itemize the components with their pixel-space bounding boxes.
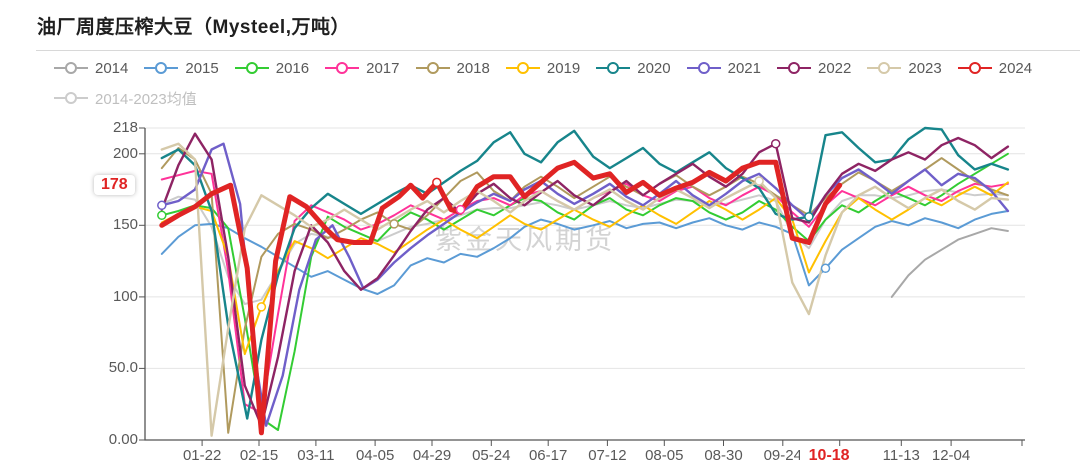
data-point-marker: [389, 219, 399, 229]
legend-circle-icon: [245, 62, 258, 74]
data-point-marker: [256, 302, 267, 312]
data-point-marker: [770, 138, 781, 149]
y-axis-label-100: 100: [112, 287, 138, 305]
legend-line-circle-icon: [144, 62, 179, 74]
data-point-marker: [820, 263, 831, 274]
legend-item-2016[interactable]: 2016: [234, 59, 310, 77]
series-line-2016[interactable]: [160, 152, 1009, 431]
legend-item-2023[interactable]: 2023: [867, 59, 942, 77]
x-axis-label-07-12: 07-12: [588, 447, 627, 464]
legend-item-2015[interactable]: 2015: [144, 59, 219, 77]
y-axis-label-150: 150: [112, 216, 138, 234]
legend-line-circle-icon: [54, 92, 88, 104]
y-axis-label-50.0: 50.0: [108, 359, 138, 377]
series-line-2014-2023均值[interactable]: [160, 188, 1009, 305]
watermark-text: 紫金天风期货: [435, 225, 615, 255]
legend-item-2017[interactable]: 2017: [325, 59, 400, 77]
x-axis-label-04-29: 04-29: [412, 447, 452, 464]
y-axis-label-0.00: 0.00: [108, 431, 138, 448]
series-line-2021[interactable]: [160, 142, 1010, 427]
legend-line-circle-icon: [234, 62, 269, 74]
legend-label: 2019: [546, 59, 581, 77]
x-axis-label-10-18-highlight: 10-18: [799, 447, 859, 465]
legend-label: 2014: [95, 59, 129, 77]
x-axis-label-04-05: 04-05: [355, 447, 395, 464]
legend-line-circle-icon: [777, 62, 811, 74]
legend-circle-icon: [697, 62, 710, 74]
legend-label: 2017: [366, 59, 400, 77]
legend-label: 2021: [727, 59, 761, 77]
legend-line-circle-icon: [957, 62, 992, 74]
legend-label: 2018: [456, 59, 490, 77]
legend-row-1: 2014 2015 2016 2017 2018 2019 2020 2021 2022 2023…: [54, 57, 1032, 79]
legend-circle-icon: [878, 62, 891, 74]
x-axis-label-03-11: 03-11: [297, 447, 335, 464]
x-axis-label-08-30: 08-30: [704, 447, 743, 464]
x-axis-label-08-05: 08-05: [645, 447, 684, 464]
y-axis-label-218: 218: [112, 118, 138, 136]
x-axis-label-11-13: 11-13: [882, 447, 920, 464]
legend-label: 2020: [637, 59, 671, 77]
legend-item-2014-2023均值[interactable]: 2014-2023均值: [54, 88, 197, 109]
y-axis-label-200: 200: [112, 144, 138, 162]
legend-item-2020[interactable]: 2020: [596, 59, 671, 77]
legend-label: 2022: [818, 59, 852, 77]
series-line-2019[interactable]: [160, 181, 1009, 356]
legend-circle-icon: [336, 62, 349, 74]
data-point-marker: [804, 211, 814, 222]
legend-row-2: 2014-2023均值: [54, 87, 197, 109]
legend-item-2022[interactable]: 2022: [777, 60, 851, 77]
y-axis-label-178-highlight: 178: [94, 175, 135, 196]
legend-line-circle-icon: [325, 62, 360, 74]
legend-label: 2016: [275, 59, 310, 77]
series-line-2023[interactable]: [160, 142, 1010, 437]
legend-item-2021[interactable]: 2021: [686, 59, 761, 77]
legend-line-circle-icon: [596, 62, 631, 74]
x-axis-label-06-17: 06-17: [528, 447, 568, 464]
title-divider: [36, 50, 1080, 51]
legend-item-2024[interactable]: 2024: [957, 59, 1033, 77]
legend-item-2014[interactable]: 2014: [54, 60, 128, 77]
legend-line-circle-icon: [686, 62, 721, 74]
series-line-2022[interactable]: [160, 132, 1010, 427]
x-axis-label-05-24: 05-24: [472, 447, 511, 464]
legend-line-circle-icon: [867, 62, 902, 74]
legend-label: 2023: [908, 59, 942, 77]
legend-circle-icon: [155, 62, 168, 74]
data-point-marker: [455, 204, 466, 215]
legend-label: 2015: [185, 59, 219, 77]
x-axis-label-12-04: 12-04: [931, 447, 971, 464]
legend-item-2019[interactable]: 2019: [505, 59, 581, 77]
legend-line-circle-icon: [54, 62, 88, 74]
legend-circle-icon: [516, 62, 529, 74]
series-line-2024[interactable]: [159, 159, 843, 436]
legend-circle-icon: [607, 62, 620, 74]
data-point-marker: [157, 210, 167, 221]
chart-title: 油厂周度压榨大豆（Mysteel,万吨）: [37, 17, 350, 38]
legend-circle-icon: [968, 62, 981, 74]
legend-line-circle-icon: [505, 62, 540, 74]
x-axis-label-02-15: 02-15: [239, 447, 279, 464]
series-line-2014[interactable]: [890, 227, 1009, 298]
legend-circle-icon: [65, 92, 77, 104]
series-line-2015[interactable]: [160, 210, 1009, 295]
legend-line-circle-icon: [415, 62, 450, 74]
data-point-marker: [157, 200, 167, 211]
legend-item-2018[interactable]: 2018: [415, 59, 490, 77]
legend-circle-icon: [65, 62, 77, 74]
x-axis-label-09-24: 09-24: [763, 447, 802, 464]
x-axis-label-01-22: 01-22: [182, 447, 222, 464]
data-point-marker: [754, 176, 764, 186]
legend-label: 2014-2023均值: [95, 90, 197, 108]
legend-label: 2024: [998, 59, 1033, 77]
legend-circle-icon: [788, 62, 800, 74]
series-line-2020[interactable]: [160, 126, 1010, 420]
legend-circle-icon: [426, 62, 439, 74]
data-point-marker: [432, 177, 442, 188]
